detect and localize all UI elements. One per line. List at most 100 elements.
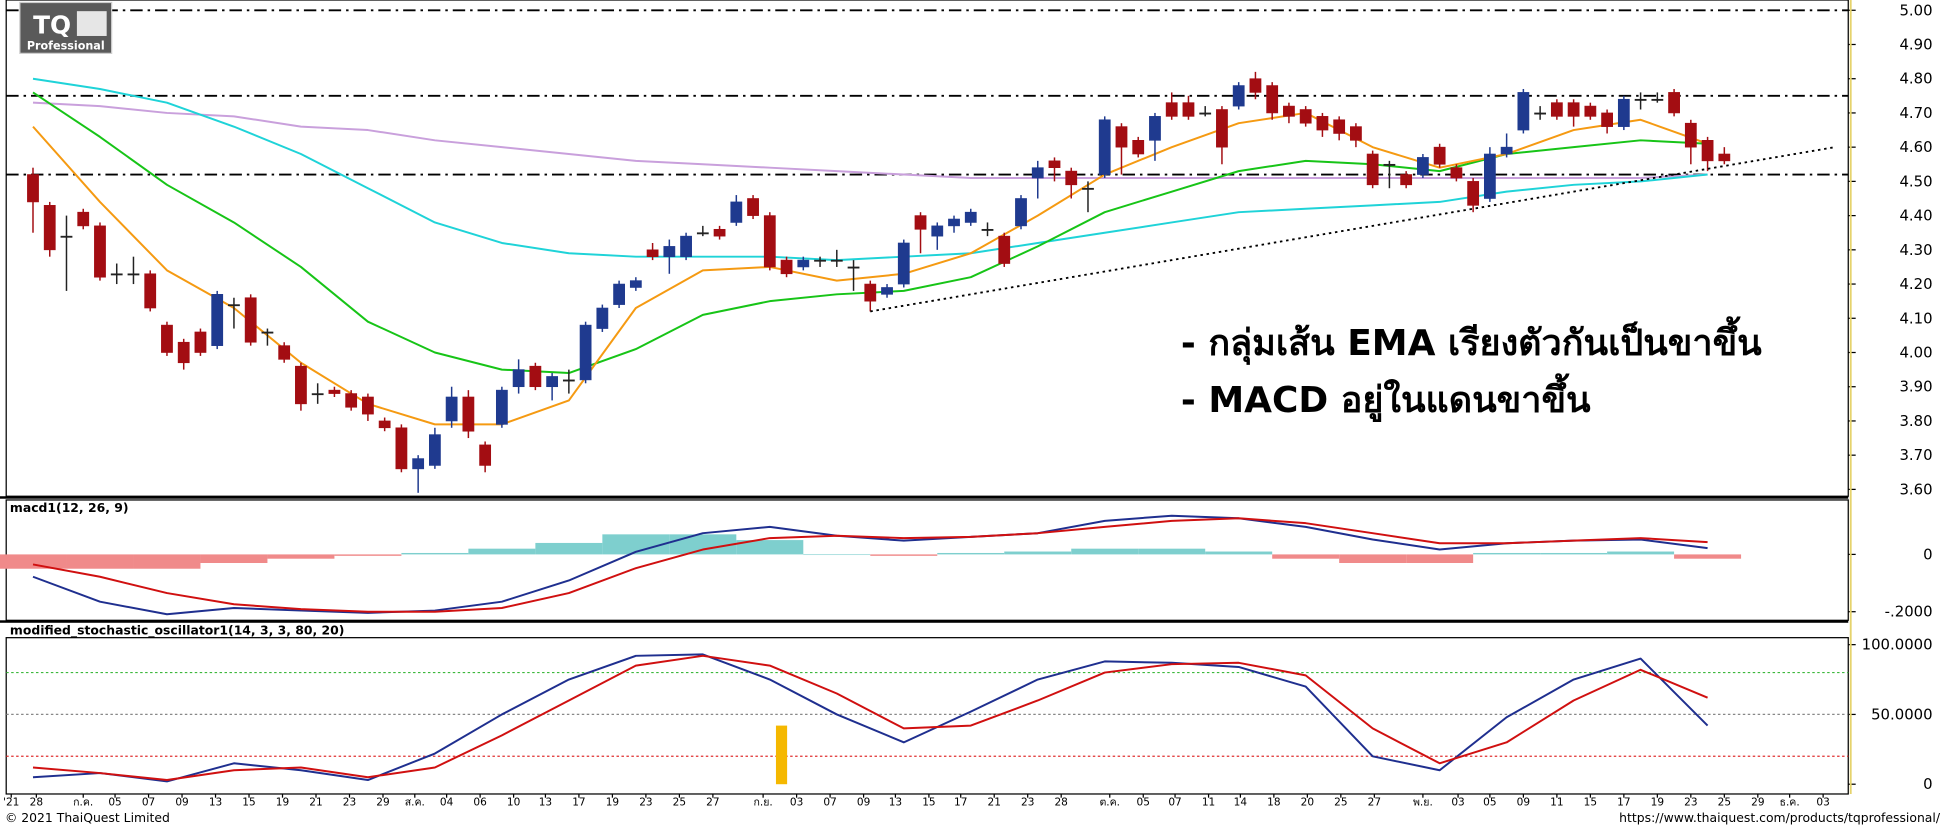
candle-body — [914, 215, 927, 230]
y-tick-label: 4.40 — [1899, 207, 1932, 225]
histogram-bar — [736, 540, 804, 555]
candle-body — [1149, 116, 1161, 141]
candle-body — [897, 242, 910, 285]
x-tick-label: ต.ค. — [1099, 797, 1120, 809]
candle-body — [1668, 92, 1680, 114]
panel-title: macd1(12, 26, 9) — [10, 500, 129, 515]
url: https://www.thaiquest.com/products/tqpro… — [1619, 810, 1941, 825]
candle-body — [1249, 78, 1262, 93]
candle-body — [211, 294, 224, 346]
x-tick-label: 25 — [673, 797, 686, 809]
x-tick-label: 21 — [309, 797, 322, 809]
y-tick-label: 50.0000 — [1871, 705, 1933, 723]
x-tick-label: 09 — [1517, 797, 1530, 809]
x-tick-label: 14 — [1234, 797, 1248, 809]
x-tick-label: 09 — [175, 797, 188, 809]
x-tick-label: 13 — [209, 797, 222, 809]
histogram-bar — [870, 554, 938, 556]
x-tick-label: ก.ค. — [73, 797, 93, 809]
candle-body — [1015, 198, 1027, 227]
candle-body — [730, 201, 743, 223]
candle-body — [1031, 167, 1044, 179]
x-tick-label: 13 — [889, 797, 902, 809]
x-tick-label: ส.ค. — [405, 797, 425, 809]
candle-body — [864, 283, 877, 302]
x-tick-label: 07 — [142, 797, 155, 809]
candle-body — [1567, 102, 1580, 117]
x-tick-label: 29 — [376, 797, 389, 809]
x-tick-label: 09 — [857, 797, 870, 809]
histogram-bar — [535, 542, 603, 555]
candle-body — [479, 444, 492, 466]
x-tick-label: 07 — [823, 797, 836, 809]
candle-body — [1366, 153, 1379, 186]
x-tick-label: พ.ย. — [1413, 797, 1433, 809]
histogram-bar — [1339, 554, 1407, 563]
histogram-bar — [1473, 552, 1541, 555]
candle-body — [579, 324, 592, 381]
histogram-bar — [1540, 552, 1608, 555]
candle-body — [462, 396, 475, 432]
candle-body — [362, 396, 374, 415]
x-tick-label: 04 — [440, 797, 454, 809]
candle-body — [512, 369, 525, 388]
x-tick-label: 21 — [988, 797, 1001, 809]
candle-body — [847, 266, 860, 269]
x-tick-label: 03 — [790, 797, 803, 809]
y-tick-label: 3.60 — [1899, 480, 1932, 498]
candle-body — [495, 389, 508, 425]
candle-body — [1383, 163, 1396, 166]
x-tick-label: 03 — [1451, 797, 1464, 809]
candle-body — [110, 273, 123, 276]
y-tick-label: 5.00 — [1899, 1, 1932, 19]
candle-body — [1115, 126, 1128, 148]
x-tick-label: 05 — [1483, 797, 1496, 809]
x-tick-label: 25 — [1718, 797, 1731, 809]
candle-body — [948, 218, 960, 227]
x-tick-label: 03 — [1816, 797, 1829, 809]
candle-body — [445, 396, 458, 422]
candle-body — [1232, 85, 1245, 107]
histogram-bar — [401, 552, 469, 555]
histogram-bar — [1272, 554, 1340, 559]
candle-body — [1316, 116, 1329, 131]
x-tick-label: 19 — [276, 797, 289, 809]
candle-body — [1082, 187, 1094, 190]
x-tick-label: ก.ย. — [753, 797, 772, 809]
candle-body — [1534, 112, 1547, 115]
candle-body — [1450, 167, 1463, 179]
y-tick-label: 3.70 — [1899, 446, 1932, 464]
candle-body — [964, 211, 977, 223]
x-tick-label: 27 — [1368, 797, 1381, 809]
histogram-bar — [1406, 554, 1474, 563]
signal-marker — [775, 725, 788, 785]
candle-body — [244, 297, 257, 343]
candle-body — [395, 427, 408, 470]
panel — [5, 637, 1849, 795]
x-tick-label: 17 — [954, 797, 967, 809]
candle-body — [1216, 109, 1228, 148]
candle-body — [94, 225, 106, 278]
candle-body — [1266, 85, 1279, 114]
y-tick-label: 4.80 — [1899, 70, 1932, 88]
series-line — [32, 101, 1708, 179]
x-tick-label: 28 — [30, 797, 43, 809]
x-tick-label: 27 — [706, 797, 719, 809]
panel-separator — [0, 496, 1849, 499]
x-tick-label: 23 — [343, 797, 356, 809]
x-tick-label: 23 — [1021, 797, 1034, 809]
candle-body — [1182, 102, 1195, 117]
candle-body — [228, 304, 240, 307]
x-tick-label: 06 — [473, 797, 487, 809]
panel — [5, 0, 1849, 497]
annotation: - กลุ่มเส้น EMA เรียงตัวกันเป็นขาขึ้น — [1181, 316, 1762, 365]
y-tick-label: 4.20 — [1899, 275, 1932, 293]
candle-body — [60, 235, 73, 238]
candle-body — [1483, 153, 1496, 199]
panel-separator — [0, 620, 1849, 623]
candle-body — [1283, 105, 1295, 117]
y-tick-label: 0 — [1923, 775, 1932, 793]
candle-body — [1417, 157, 1429, 175]
candle-body — [981, 228, 994, 231]
candle-body — [562, 379, 575, 382]
